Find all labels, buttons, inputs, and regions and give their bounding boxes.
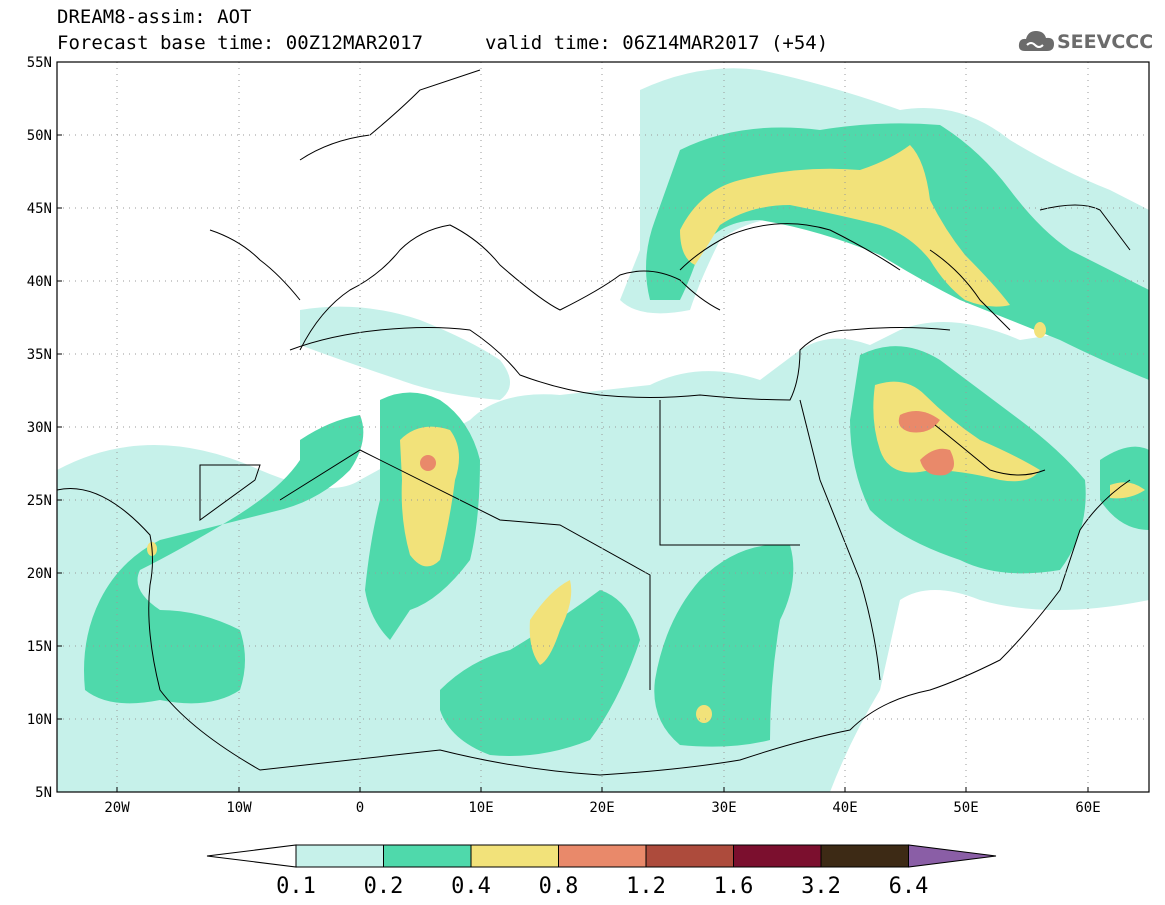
colorbar-label: 1.6 bbox=[714, 874, 754, 899]
valid-time: valid time: 06Z14MAR2017 (+54) bbox=[485, 32, 829, 54]
colorbar-label: 0.8 bbox=[539, 874, 579, 899]
colorbar-label: 3.2 bbox=[801, 874, 841, 899]
lon-label: 10W bbox=[226, 800, 252, 816]
lon-label: 40E bbox=[832, 800, 857, 816]
colorbar-swatch bbox=[295, 844, 384, 868]
lon-label: 20E bbox=[589, 800, 614, 816]
colorbar-swatch bbox=[558, 844, 647, 868]
lon-label: 20W bbox=[104, 800, 130, 816]
lon-label: 0 bbox=[356, 800, 364, 816]
lon-label: 60E bbox=[1075, 800, 1100, 816]
colorbar-swatch bbox=[645, 844, 734, 868]
colorbar-label: 0.1 bbox=[276, 874, 316, 899]
colorbar-swatch bbox=[383, 844, 472, 868]
lat-label: 45N bbox=[27, 201, 52, 217]
colorbar-label: 1.2 bbox=[626, 874, 666, 899]
coastlines bbox=[57, 69, 1131, 776]
lon-label: 30E bbox=[711, 800, 736, 816]
lat-label: 55N bbox=[27, 55, 52, 71]
lat-label: 15N bbox=[27, 639, 52, 655]
colorbar-label: 6.4 bbox=[889, 874, 929, 899]
aot-field-layers bbox=[57, 68, 1149, 792]
lat-label: 40N bbox=[27, 274, 52, 290]
cloud-icon bbox=[1018, 31, 1054, 51]
axis-ticks bbox=[57, 61, 1089, 793]
seevccc-logo: SEEVCCC bbox=[1017, 25, 1157, 57]
lon-label: 10E bbox=[468, 800, 493, 816]
aot-level-0.8 bbox=[420, 411, 954, 476]
colorbar-label: 0.4 bbox=[451, 874, 491, 899]
gridlines bbox=[57, 62, 1149, 792]
map-title: DREAM8-assim: AOT bbox=[57, 6, 252, 28]
colorbar-swatch bbox=[733, 844, 822, 868]
lon-label: 50E bbox=[953, 800, 978, 816]
latitude-labels: 55N 50N 45N 40N 35N 30N 25N 20N 15N 10N … bbox=[27, 55, 52, 801]
lat-label: 25N bbox=[27, 493, 52, 509]
lat-label: 35N bbox=[27, 347, 52, 363]
aot-level-0.4 bbox=[147, 145, 1145, 723]
colorbar-swatch bbox=[820, 844, 909, 868]
colorbar-high-arrow bbox=[908, 844, 997, 868]
colorbar-label: 0.2 bbox=[364, 874, 404, 899]
lat-label: 50N bbox=[27, 128, 52, 144]
colorbar-low-arrow bbox=[206, 844, 297, 868]
lat-label: 20N bbox=[27, 566, 52, 582]
longitude-labels: 20W 10W 0 10E 20E 30E 40E 50E 60E bbox=[104, 800, 1100, 816]
lat-label: 5N bbox=[35, 785, 52, 801]
lat-label: 10N bbox=[27, 712, 52, 728]
logo-text: SEEVCCC bbox=[1057, 31, 1154, 53]
colorbar: 0.1 0.2 0.4 0.8 1.2 1.6 3.2 6.4 bbox=[206, 844, 997, 899]
colorbar-swatch bbox=[470, 844, 559, 868]
lat-label: 30N bbox=[27, 420, 52, 436]
forecast-base-time: Forecast base time: 00Z12MAR2017 bbox=[57, 32, 424, 54]
